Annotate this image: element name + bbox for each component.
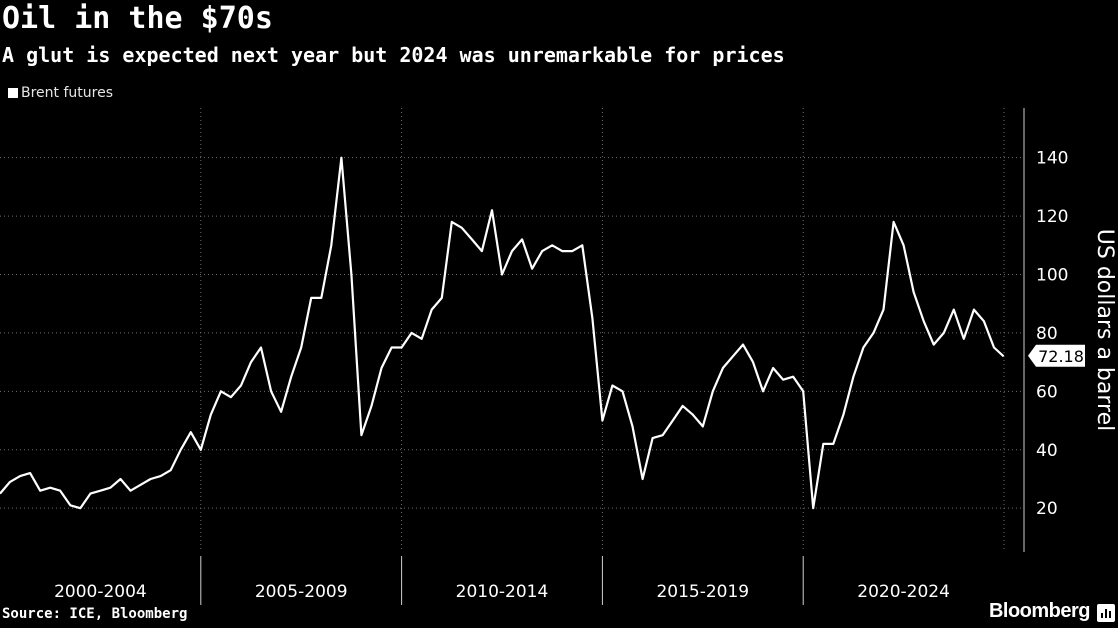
y-tick-label-100: 100 <box>1036 266 1068 286</box>
last-value-badge <box>1028 344 1085 367</box>
series-line-brent-futures <box>0 156 1005 510</box>
x-category-label-2: 2010-2014 <box>456 582 549 602</box>
bloomberg-logo: Bloomberg <box>988 600 1091 622</box>
y-tick-label-120: 120 <box>1036 207 1068 227</box>
x-category-label-3: 2015-2019 <box>656 582 749 602</box>
source-note: Source: ICE, Bloomberg <box>2 606 188 622</box>
last-value-label: 72.18 <box>1038 347 1084 366</box>
chart-title: Oil in the $70s <box>2 1 273 36</box>
bloomberg-icon <box>1097 604 1115 622</box>
legend-swatch <box>8 88 18 98</box>
legend-label-brent-futures: Brent futures <box>21 85 113 101</box>
y-tick-label-80: 80 <box>1036 324 1058 344</box>
y-tick-label-20: 20 <box>1036 499 1058 519</box>
x-category-label-1: 2005-2009 <box>255 582 348 602</box>
x-category-label-4: 2020-2024 <box>857 582 950 602</box>
y-tick-label-60: 60 <box>1036 382 1058 402</box>
y-tick-label-140: 140 <box>1036 149 1068 169</box>
chart-subtitle: A glut is expected next year but 2024 wa… <box>2 43 785 67</box>
chart-legend: Brent futures <box>8 85 113 101</box>
y-tick-label-40: 40 <box>1036 441 1058 461</box>
y-axis-label: US dollars a barrel <box>1092 229 1117 431</box>
x-category-label-0: 2000-2004 <box>54 582 147 602</box>
